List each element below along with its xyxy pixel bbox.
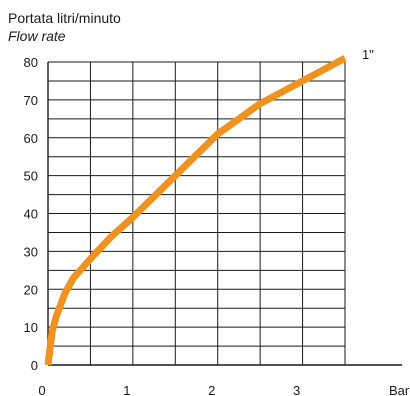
x-axis-label: Bar <box>389 383 410 396</box>
x-tick-labels: 0 1 2 3 <box>38 383 300 396</box>
y-tick-label: 30 <box>24 244 38 259</box>
y-tick-label: 20 <box>24 282 38 297</box>
x-tick-label: 3 <box>293 383 300 396</box>
y-tick-label: 80 <box>24 55 38 70</box>
x-tick-label: 1 <box>123 383 130 396</box>
series-label: 1" <box>362 47 374 62</box>
y-tick-label: 50 <box>24 169 38 184</box>
y-tick-label: 40 <box>24 207 38 222</box>
series-group: 1" <box>44 47 374 366</box>
grid-lines <box>48 61 346 365</box>
axes <box>47 62 402 366</box>
y-tick-label: 60 <box>24 131 38 146</box>
y-tick-labels: 0 10 20 30 40 50 60 70 80 <box>24 55 38 373</box>
x-tick-label: 2 <box>208 383 215 396</box>
y-tick-label: 10 <box>24 320 38 335</box>
series-line <box>44 55 347 366</box>
y-tick-label: 0 <box>31 358 38 373</box>
y-tick-label: 70 <box>24 93 38 108</box>
y-axis-label-italic: Flow rate <box>8 28 66 44</box>
y-axis-label: Portata litri/minuto <box>8 10 121 26</box>
x-tick-label: 0 <box>38 383 45 396</box>
